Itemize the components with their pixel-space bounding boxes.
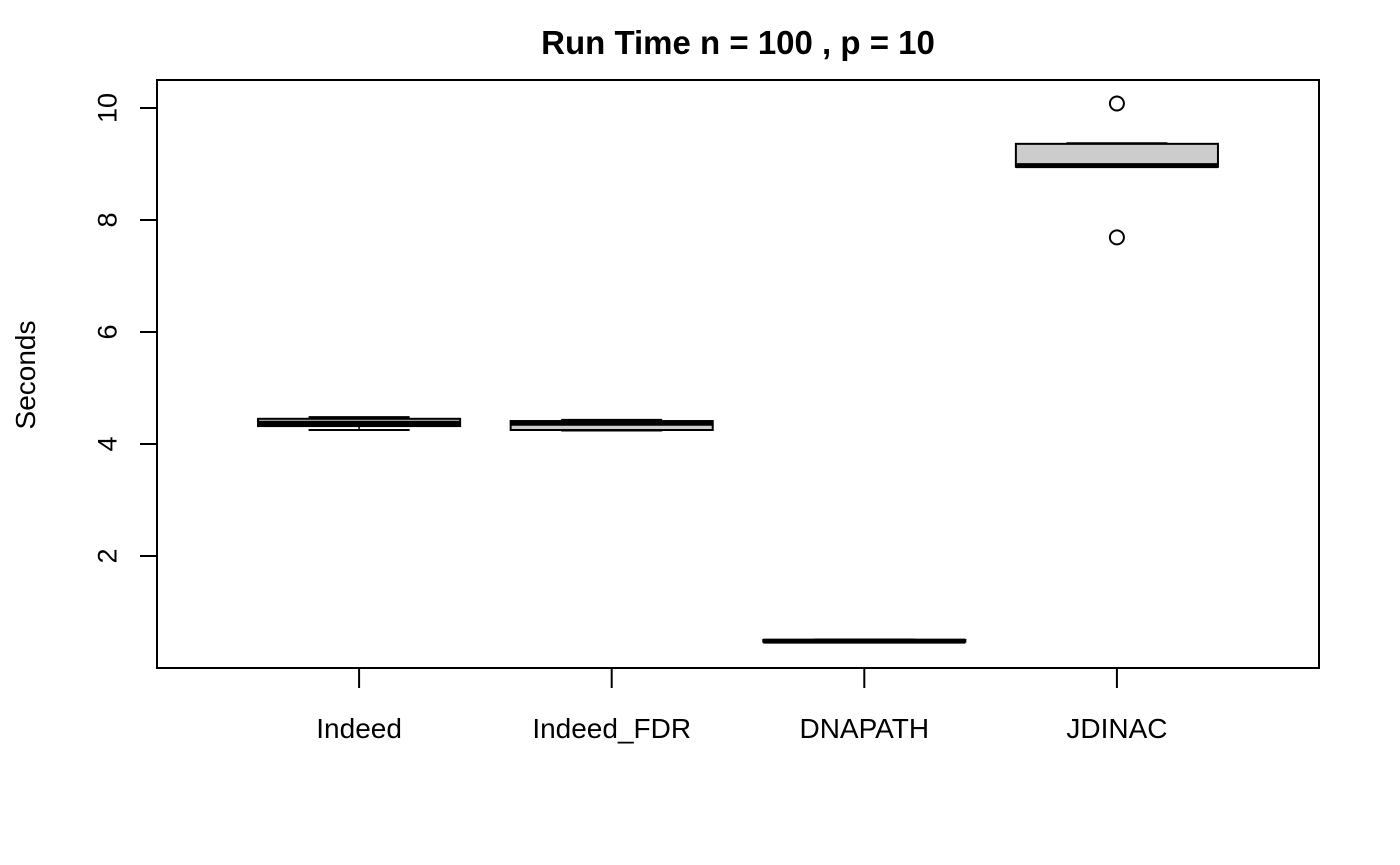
outlier-point-jdinac [1108,95,1125,112]
y-tick-label: 10 [92,93,122,123]
x-category-label: Indeed [316,713,402,744]
plot-frame [156,79,1320,669]
y-tick-label: 4 [92,436,122,451]
chart-title: Run Time n = 100 , p = 10 [541,24,935,61]
x-category-label: DNAPATH [799,713,929,744]
x-category-label: Indeed_FDR [532,713,691,744]
y-tick-label: 8 [92,212,122,227]
y-tick-label: 2 [92,548,122,563]
x-category-label: JDINAC [1066,713,1167,744]
outlier-point-jdinac [1108,229,1125,246]
y-axis-label: Seconds [10,321,41,430]
y-tick-label: 6 [92,324,122,339]
plot-area: 2 4 6 8 10 Indeed Indeed_FDR DNAPATH JDINAC [92,79,1320,744]
